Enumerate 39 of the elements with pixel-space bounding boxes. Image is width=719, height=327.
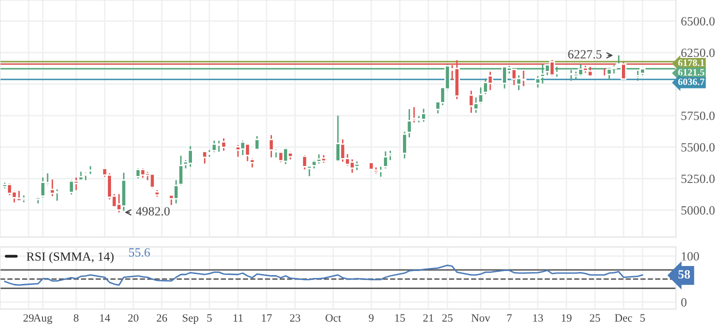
series-label: RSI (SMMA, 14) xyxy=(26,252,114,264)
y-tick-label: 5000.0 xyxy=(681,206,715,215)
x-tick-label: 26 xyxy=(156,314,168,322)
x-tick-label: Nov xyxy=(471,314,490,322)
x-tick-label: 7 xyxy=(507,314,512,322)
annotation: 4982.0 xyxy=(136,207,170,216)
x-tick-label: 25 xyxy=(590,314,600,322)
x-tick-label: 21 xyxy=(423,314,434,322)
ref-line-label: 6121.5 xyxy=(678,69,704,76)
x-tick-label: 5 xyxy=(640,314,645,322)
x-tick-label: 15 xyxy=(395,314,405,322)
x-tick-label: Sep xyxy=(182,314,198,324)
y-tick-label: 5750.0 xyxy=(681,112,715,120)
x-tick-label: 20 xyxy=(128,314,138,322)
y-tick-label: 5250.0 xyxy=(681,174,715,184)
x-tick-label: 14 xyxy=(100,314,110,322)
x-tick-label: 29 xyxy=(23,314,34,322)
x-tick-label: 19 xyxy=(562,314,572,322)
y-tick-label: 5500.0 xyxy=(681,143,715,152)
x-tick-label: 5 xyxy=(207,314,212,322)
annotation: 6227.5 xyxy=(568,50,602,59)
annotation: 55.6 xyxy=(129,248,150,257)
x-tick-label: Oct xyxy=(326,314,342,322)
y-tick-label: 100 xyxy=(682,252,699,261)
y-tick-label: 0 xyxy=(681,298,686,307)
ref-line-label: 6036.7 xyxy=(678,78,704,86)
annotation: 58 xyxy=(678,270,690,279)
x-tick-label: 8 xyxy=(74,314,79,322)
x-tick-label: 23 xyxy=(290,314,300,322)
x-tick-label: 13 xyxy=(533,314,543,322)
x-tick-label: 25 xyxy=(442,314,453,322)
ref-line-label: 6178.1 xyxy=(678,59,704,66)
x-tick-label: Dec xyxy=(614,314,632,322)
y-tick-label: 6250.0 xyxy=(681,48,715,58)
x-tick-label: 9 xyxy=(368,314,374,322)
x-tick-label: 11 xyxy=(234,314,243,322)
x-tick-label: Aug xyxy=(33,314,52,324)
x-tick-label: 17 xyxy=(262,314,272,322)
y-tick-label: 6500.0 xyxy=(681,17,715,26)
